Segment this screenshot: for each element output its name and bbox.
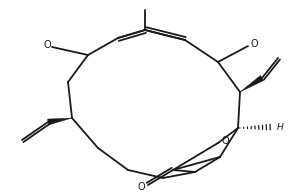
Polygon shape xyxy=(47,118,72,125)
Polygon shape xyxy=(240,75,264,92)
Text: O: O xyxy=(250,39,258,49)
Text: O: O xyxy=(137,182,145,192)
Text: O: O xyxy=(222,136,230,146)
Text: O: O xyxy=(43,40,51,50)
Text: H: H xyxy=(277,122,284,132)
